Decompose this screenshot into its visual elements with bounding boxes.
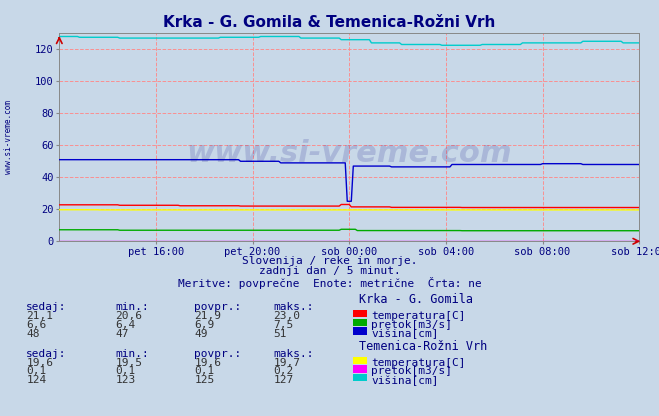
Text: 21,1: 21,1 [26,311,53,321]
Text: 21,9: 21,9 [194,311,221,321]
Text: 19,6: 19,6 [26,358,53,368]
Text: www.si-vreme.com: www.si-vreme.com [186,139,512,168]
Text: pretok[m3/s]: pretok[m3/s] [371,320,452,330]
Text: 0,1: 0,1 [26,366,47,376]
Text: 0,1: 0,1 [115,366,136,376]
Text: maks.:: maks.: [273,349,314,359]
Text: 127: 127 [273,375,294,385]
Text: sedaj:: sedaj: [26,302,67,312]
Text: 0,2: 0,2 [273,366,294,376]
Text: 7,5: 7,5 [273,320,294,330]
Text: 6,6: 6,6 [26,320,47,330]
Text: zadnji dan / 5 minut.: zadnji dan / 5 minut. [258,266,401,276]
Text: 6,9: 6,9 [194,320,215,330]
Text: povpr.:: povpr.: [194,349,242,359]
Text: min.:: min.: [115,302,149,312]
Text: povpr.:: povpr.: [194,302,242,312]
Text: 19,6: 19,6 [194,358,221,368]
Text: 19,5: 19,5 [115,358,142,368]
Text: višina[cm]: višina[cm] [371,329,438,339]
Text: Temenica-Rožni Vrh: Temenica-Rožni Vrh [359,340,488,353]
Text: 125: 125 [194,375,215,385]
Text: 0,1: 0,1 [194,366,215,376]
Text: 124: 124 [26,375,47,385]
Text: min.:: min.: [115,349,149,359]
Text: 123: 123 [115,375,136,385]
Text: Krka - G. Gomila: Krka - G. Gomila [359,293,473,306]
Text: maks.:: maks.: [273,302,314,312]
Text: višina[cm]: višina[cm] [371,375,438,386]
Text: temperatura[C]: temperatura[C] [371,358,465,368]
Text: 20,6: 20,6 [115,311,142,321]
Text: 49: 49 [194,329,208,339]
Text: 51: 51 [273,329,287,339]
Text: 23,0: 23,0 [273,311,301,321]
Text: 19,7: 19,7 [273,358,301,368]
Text: www.si-vreme.com: www.si-vreme.com [4,100,13,174]
Text: 6,4: 6,4 [115,320,136,330]
Text: temperatura[C]: temperatura[C] [371,311,465,321]
Text: Krka - G. Gomila & Temenica-Rožni Vrh: Krka - G. Gomila & Temenica-Rožni Vrh [163,15,496,30]
Text: 48: 48 [26,329,40,339]
Text: 47: 47 [115,329,129,339]
Text: Slovenija / reke in morje.: Slovenija / reke in morje. [242,256,417,266]
Text: sedaj:: sedaj: [26,349,67,359]
Text: pretok[m3/s]: pretok[m3/s] [371,366,452,376]
Text: Meritve: povprečne  Enote: metrične  Črta: ne: Meritve: povprečne Enote: metrične Črta:… [178,277,481,289]
